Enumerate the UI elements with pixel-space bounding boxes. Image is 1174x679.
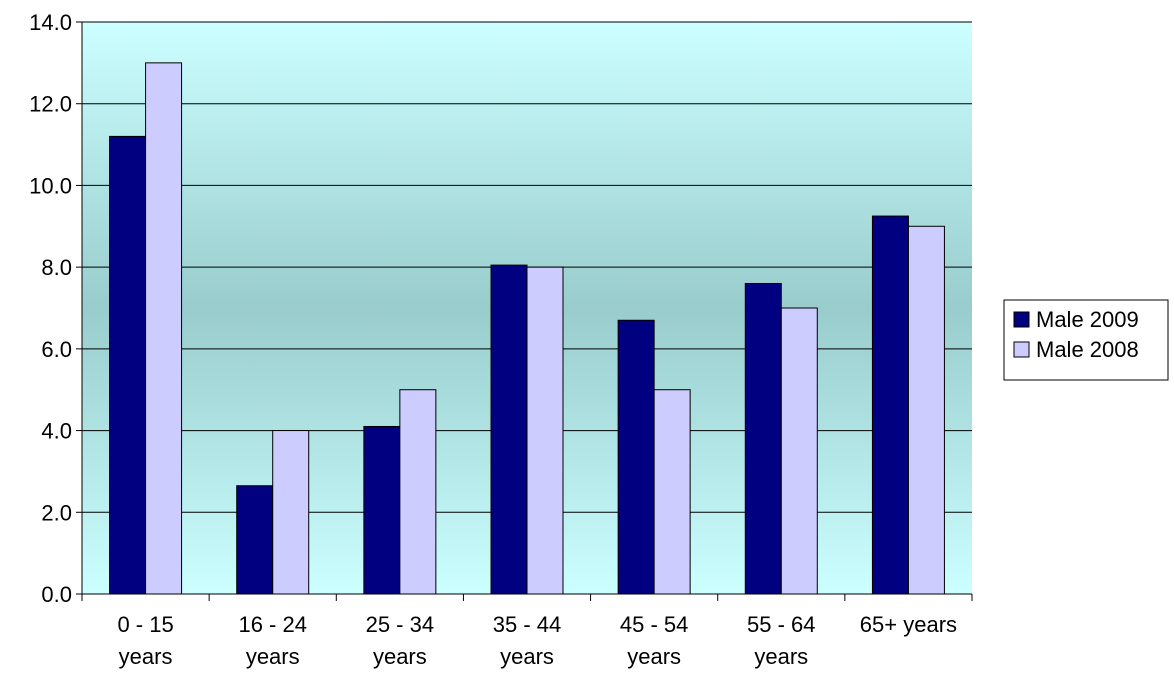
x-tick-label: 45 - 54 [620, 612, 689, 637]
legend-swatch [1013, 341, 1030, 358]
x-tick-label: 25 - 34 [366, 612, 435, 637]
legend-box [1003, 299, 1169, 381]
x-tick-labels: 0 - 15 years 16 - 24 years 25 - 34 years 35 - … [117, 612, 957, 669]
y-tick-label: 6.0 [41, 337, 72, 362]
bar [780, 307, 818, 595]
bar [744, 282, 782, 595]
x-tick-label: 0 - 15 [117, 612, 173, 637]
x-tick-label: 16 - 24 [238, 612, 307, 637]
legend-label: Male 2009 [1036, 307, 1139, 332]
y-tick-label: 0.0 [41, 582, 72, 607]
bar [490, 264, 528, 595]
bar [907, 225, 945, 595]
axes [76, 21, 973, 601]
y-tick-label: 8.0 [41, 255, 72, 280]
x-tick-label: years [627, 644, 681, 669]
x-tick-label: years [754, 644, 808, 669]
x-tick-label: years [119, 644, 173, 669]
y-tick-labels: 0.0 2.0 4.0 6.0 8.0 10.0 12.0 14.0 [29, 10, 72, 607]
bar [272, 430, 310, 595]
legend: Male 2009 Male 2008 [1003, 299, 1169, 381]
bar [399, 389, 437, 595]
x-tick-label: years [373, 644, 427, 669]
bar [363, 425, 401, 595]
x-tick-label: 55 - 64 [747, 612, 816, 637]
bar [109, 135, 147, 595]
y-tick-label: 10.0 [29, 173, 72, 198]
bar [526, 266, 564, 595]
bar [236, 485, 274, 595]
legend-label: Male 2008 [1036, 337, 1139, 362]
y-tick-label: 14.0 [29, 10, 72, 35]
bar [617, 319, 655, 595]
bar [871, 215, 909, 595]
x-tick-label: 65+ years [860, 612, 957, 637]
y-tick-label: 2.0 [41, 500, 72, 525]
bar [145, 62, 183, 595]
bar [653, 389, 691, 595]
y-tick-label: 4.0 [41, 419, 72, 444]
x-tick-label: 35 - 44 [493, 612, 562, 637]
legend-swatch [1013, 311, 1030, 328]
x-tick-label: years [500, 644, 554, 669]
y-tick-label: 12.0 [29, 92, 72, 117]
x-tick-label: years [246, 644, 300, 669]
